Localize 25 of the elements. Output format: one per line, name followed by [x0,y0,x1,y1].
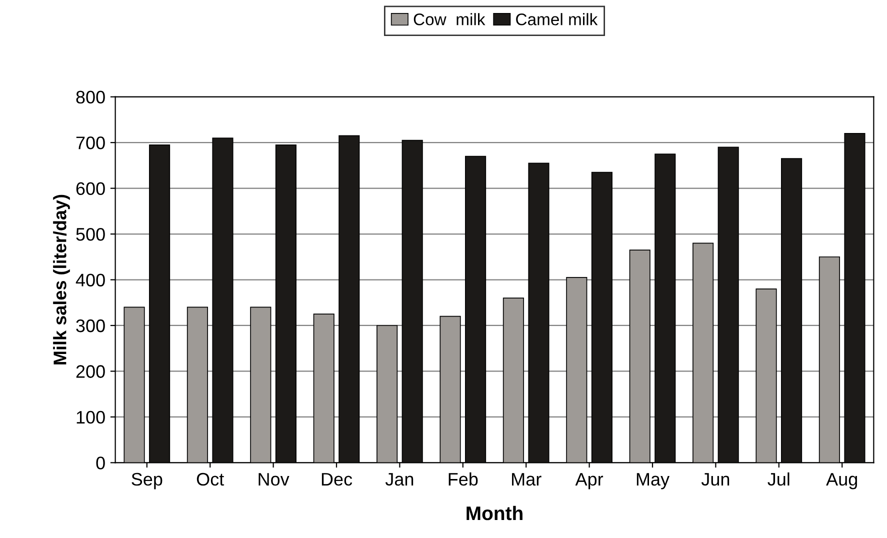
x-axis-title: Month [466,506,522,520]
x-tick-label: Jul [768,472,790,486]
x-tick-label: Sep [132,472,162,490]
y-tick-label: 700 [76,136,105,150]
y-tick-label: 600 [76,182,105,196]
x-tick-label: Nov [258,473,290,486]
x-tick-label: Oct [196,472,224,486]
legend-label: Cow milk [414,13,486,26]
y-axis-title: Milk sales (liter/day) [53,194,70,364]
x-tick-label: Jun [701,473,730,486]
x-tick-label: Aug [826,473,857,490]
x-tick-label: Dec [322,473,352,486]
y-tick-label: 100 [76,410,105,424]
y-tick-label: 0 [96,456,105,470]
x-tick-label: Apr [575,473,604,490]
y-tick-label: 500 [76,228,105,241]
x-tick-label: May [636,473,670,490]
y-tick-label: 200 [76,365,105,378]
y-tick-label: 300 [76,319,105,332]
x-tick-label: Feb [448,472,478,486]
y-tick-label: 400 [76,274,105,286]
y-tick-label: 800 [76,90,105,104]
x-tick-label: Mar [512,473,542,486]
x-tick-label: Jan [385,473,414,486]
legend-label: Camel milk [516,13,598,26]
